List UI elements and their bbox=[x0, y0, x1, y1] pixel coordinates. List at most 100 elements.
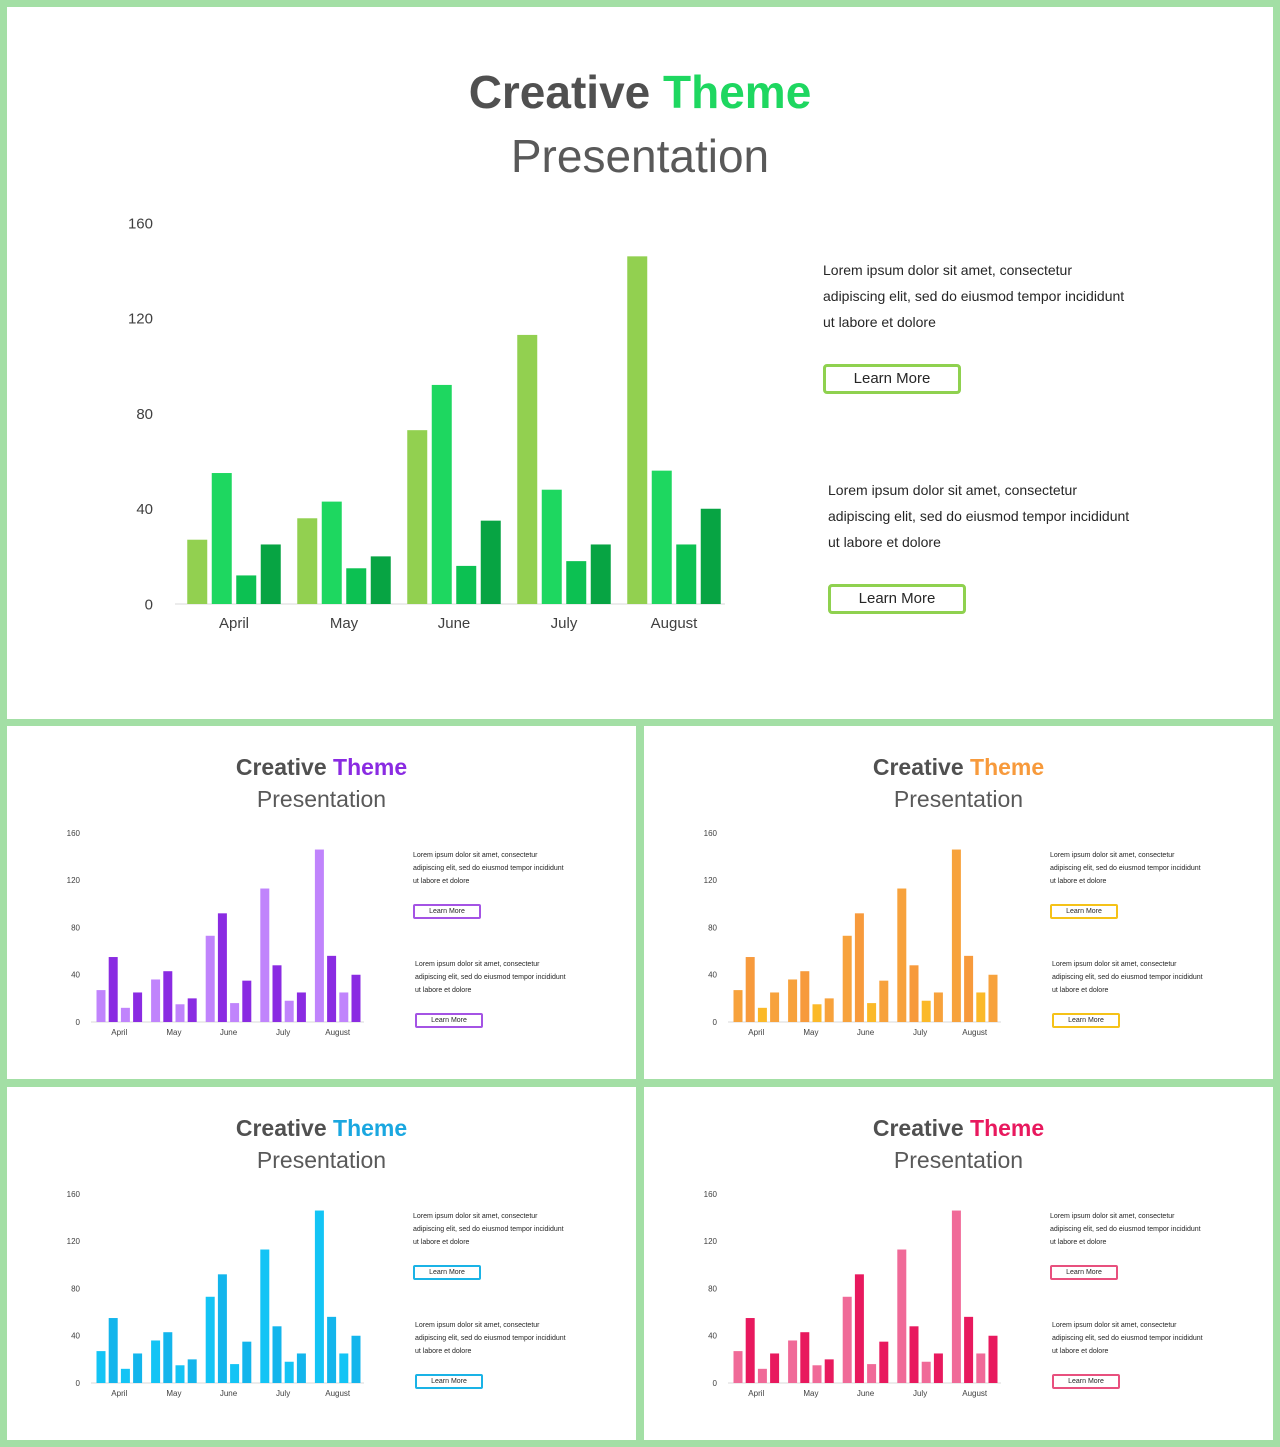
description-line: ut labore et dolore bbox=[413, 1239, 470, 1246]
description-line: Lorem ipsum dolor sit amet, consectetur bbox=[1050, 1213, 1175, 1220]
x-category-label: April bbox=[111, 1028, 127, 1037]
x-category-label: June bbox=[857, 1028, 875, 1037]
y-tick-label: 120 bbox=[704, 1237, 718, 1246]
learn-more-button[interactable]: Learn More bbox=[1052, 1013, 1120, 1028]
bar-april-s3 bbox=[120, 1007, 130, 1022]
description-line: adipiscing elit, sed do eiusmod tempor i… bbox=[1052, 974, 1203, 981]
learn-more-button[interactable]: Learn More bbox=[823, 364, 961, 394]
bar-july-s1 bbox=[260, 888, 270, 1022]
bar-august-s1 bbox=[951, 849, 961, 1022]
learn-more-button[interactable]: Learn More bbox=[828, 584, 966, 614]
bar-chart: 0 40 80 120 160 April May June July August bbox=[128, 215, 725, 632]
bar-april-s3 bbox=[757, 1007, 767, 1022]
y-tick-label: 40 bbox=[708, 1332, 717, 1341]
description-line: Lorem ipsum dolor sit amet, consectetur bbox=[413, 1213, 538, 1220]
bar-april-s4 bbox=[133, 992, 143, 1022]
bar-august-s2 bbox=[964, 1316, 974, 1383]
bar-august-s3 bbox=[976, 992, 986, 1022]
x-category-label: August bbox=[962, 1389, 988, 1398]
bar-april-s2 bbox=[745, 1318, 755, 1383]
x-category-label: July bbox=[276, 1389, 290, 1398]
description-line: ut labore et dolore bbox=[1050, 878, 1107, 885]
bar-april-s2 bbox=[108, 1318, 118, 1383]
slide-title: Creative Theme bbox=[7, 754, 636, 781]
description-line: adipiscing elit, sed do eiusmod tempor i… bbox=[1050, 1226, 1201, 1233]
title-word-theme: Theme bbox=[970, 754, 1045, 780]
bar-june-s4 bbox=[879, 1341, 889, 1383]
title-word-creative: Creative bbox=[872, 1115, 964, 1141]
x-category-label: May bbox=[166, 1389, 181, 1398]
bar-may-s1 bbox=[151, 979, 161, 1022]
title-word-theme: Theme bbox=[333, 754, 408, 780]
description-text: Lorem ipsum dolor sit amet, consectetur a… bbox=[828, 477, 1129, 555]
x-category-label: May bbox=[166, 1028, 181, 1037]
x-category-label: July bbox=[913, 1028, 927, 1037]
bar-may-s3 bbox=[175, 1004, 185, 1022]
y-tick-label: 40 bbox=[136, 501, 153, 518]
bar-may-s2 bbox=[163, 1332, 173, 1383]
bar-april-s4 bbox=[133, 1353, 143, 1383]
y-tick-label: 80 bbox=[708, 1284, 717, 1293]
bar-july-s1 bbox=[897, 888, 907, 1022]
bar-june-s3 bbox=[867, 1364, 877, 1383]
x-category-label: June bbox=[220, 1389, 238, 1398]
learn-more-button[interactable]: Learn More bbox=[413, 1265, 481, 1280]
description-line: ut labore et dolore bbox=[1052, 987, 1109, 994]
x-category-label: June bbox=[857, 1389, 875, 1398]
bar-july-s4 bbox=[933, 1353, 943, 1383]
bar-july-s3 bbox=[921, 1361, 931, 1383]
y-tick-label: 40 bbox=[708, 971, 717, 980]
bar-may-s3 bbox=[812, 1004, 822, 1022]
bar-may-s3 bbox=[175, 1365, 185, 1383]
bar-april-s3 bbox=[120, 1368, 130, 1383]
y-tick-label: 120 bbox=[67, 1237, 81, 1246]
title-word-creative: Creative bbox=[235, 1115, 327, 1141]
learn-more-button[interactable]: Learn More bbox=[1050, 904, 1118, 919]
x-category-label: May bbox=[803, 1028, 818, 1037]
pink-slide: Creative Theme Presentation 0 40 80 120 160 A… bbox=[644, 1087, 1273, 1440]
bar-may-s3 bbox=[812, 1365, 822, 1383]
slide-title: Creative Theme bbox=[644, 754, 1273, 781]
bar-april-s1 bbox=[96, 990, 106, 1022]
bar-april-s2 bbox=[211, 473, 232, 604]
bar-april-s1 bbox=[733, 990, 743, 1022]
bar-may-s4 bbox=[187, 1359, 197, 1383]
bar-may-s4 bbox=[824, 1359, 834, 1383]
learn-more-button[interactable]: Learn More bbox=[413, 904, 481, 919]
y-tick-label: 80 bbox=[71, 923, 80, 932]
y-tick-label: 120 bbox=[128, 311, 153, 328]
bar-april-s1 bbox=[733, 1351, 743, 1383]
bar-may-s2 bbox=[800, 971, 810, 1022]
title-word-creative: Creative bbox=[468, 66, 651, 118]
learn-more-button[interactable]: Learn More bbox=[1050, 1265, 1118, 1280]
bar-april-s4 bbox=[260, 544, 281, 604]
bar-august-s2 bbox=[327, 955, 337, 1022]
bar-june-s3 bbox=[230, 1364, 240, 1383]
purple-slide: Creative Theme Presentation 0 40 80 120 160 A… bbox=[7, 726, 636, 1079]
learn-more-button[interactable]: Learn More bbox=[415, 1013, 483, 1028]
bar-august-s2 bbox=[651, 470, 672, 604]
description-line: ut labore et dolore bbox=[823, 314, 936, 330]
bar-july-s4 bbox=[590, 544, 611, 604]
y-tick-label: 0 bbox=[713, 1379, 718, 1388]
description-line: ut labore et dolore bbox=[413, 878, 470, 885]
x-category-label: June bbox=[220, 1028, 238, 1037]
description-line: adipiscing elit, sed do eiusmod tempor i… bbox=[415, 1335, 566, 1342]
bar-august-s4 bbox=[700, 508, 721, 604]
bar-august-s1 bbox=[627, 256, 648, 604]
bar-july-s4 bbox=[933, 992, 943, 1022]
y-tick-label: 80 bbox=[71, 1284, 80, 1293]
learn-more-button[interactable]: Learn More bbox=[1052, 1374, 1120, 1389]
x-category-label: July bbox=[551, 615, 578, 632]
description-line: Lorem ipsum dolor sit amet, consectetur bbox=[415, 1322, 540, 1329]
bar-april-s2 bbox=[745, 957, 755, 1022]
description-line: ut labore et dolore bbox=[1050, 1239, 1107, 1246]
learn-more-button[interactable]: Learn More bbox=[415, 1374, 483, 1389]
description-line: ut labore et dolore bbox=[828, 534, 941, 550]
bar-april-s3 bbox=[236, 575, 257, 604]
x-category-label: April bbox=[219, 615, 249, 632]
bar-august-s3 bbox=[339, 1353, 349, 1383]
bar-june-s4 bbox=[242, 980, 252, 1022]
bar-july-s2 bbox=[541, 489, 562, 604]
y-tick-label: 160 bbox=[704, 1190, 718, 1199]
